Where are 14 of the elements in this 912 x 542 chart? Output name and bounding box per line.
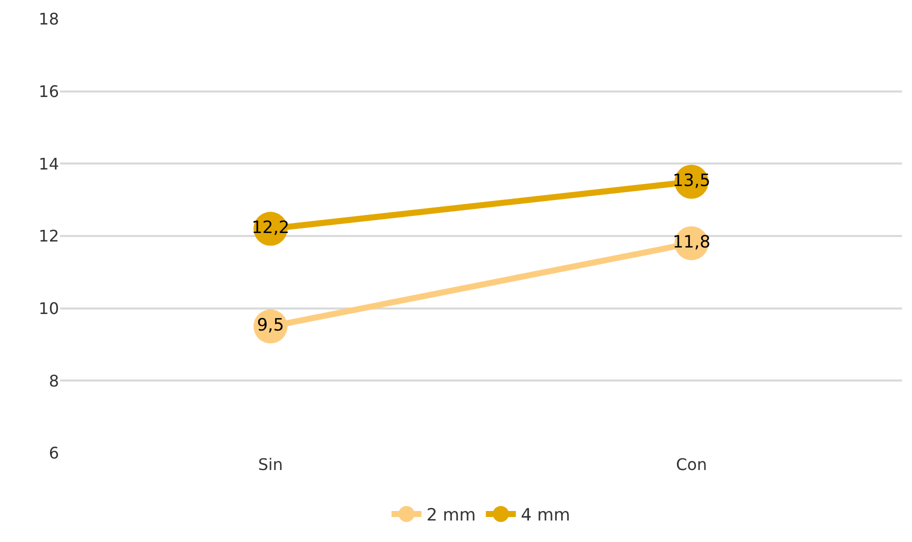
y-tick-label: 18 [38,10,59,29]
legend-label: 2 mm [426,506,476,526]
y-tick-label: 14 [38,154,59,174]
y-tick-label: 10 [38,298,59,318]
y-tick-label: 6 [48,444,59,463]
legend-label: 4 mm [520,506,570,526]
x-tick-label: Sin [258,455,283,474]
x-tick-label: Con [676,455,708,474]
y-tick-label: 8 [48,371,59,390]
y-tick-label: 16 [38,82,59,101]
y-tick-label: 12 [38,226,59,246]
data-label: 11,8 [672,232,710,252]
data-label: 12,2 [252,218,290,238]
data-label: 9,5 [256,316,284,336]
